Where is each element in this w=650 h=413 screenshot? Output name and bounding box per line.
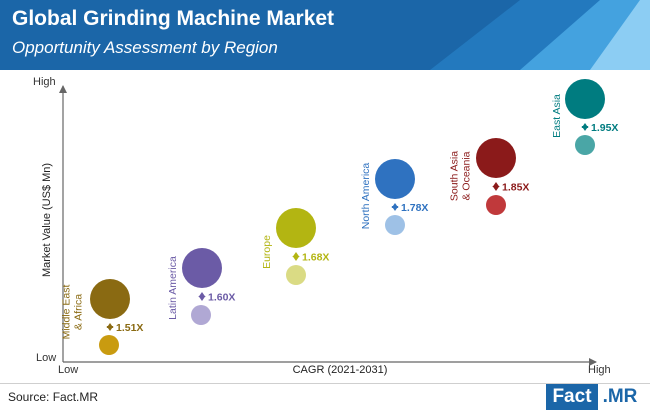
header-decoration: [430, 0, 650, 70]
region-label-line: Latin America: [167, 256, 179, 320]
bubble-series: 1.51X Middle East& Africa 1.60X Latin Ameri…: [61, 79, 618, 355]
bubble-chart: High Low Low High CAGR (2021-2031) Marke…: [33, 76, 618, 376]
multiplier-label: 1.51X: [116, 322, 143, 334]
page-title: Global Grinding Machine Market: [12, 7, 335, 30]
region-label: South Asia& Oceania: [449, 151, 473, 201]
bubble-large: [276, 208, 316, 248]
bubble-small: [575, 135, 595, 155]
bubble-group: 1.95X East Asia: [551, 79, 618, 155]
y-axis-title: Market Value (US$ Mn): [41, 163, 53, 277]
bubble-large: [182, 248, 222, 288]
region-label: Middle East& Africa: [61, 284, 85, 339]
arrow-head-down: [492, 186, 500, 191]
bubble-small: [99, 335, 119, 355]
region-label-line: Europe: [261, 235, 273, 269]
multiplier-label: 1.68X: [302, 252, 329, 264]
region-label-line: & Africa: [73, 294, 85, 330]
x-high-label: High: [588, 364, 611, 376]
multiplier-label: 1.95X: [591, 122, 618, 134]
header-banner: Global Grinding Machine Market Opportuni…: [0, 0, 650, 70]
x-axis-title: CAGR (2021-2031): [293, 364, 388, 376]
source-note: Source: Fact.MR: [8, 390, 99, 404]
region-label-line: & Oceania: [461, 151, 473, 200]
arrow-head-up: [292, 252, 300, 257]
bubble-large: [375, 159, 415, 199]
logo-mr-text: .MR: [602, 386, 638, 407]
arrow-head-up: [198, 292, 206, 297]
arrow-head-down: [292, 256, 300, 261]
bubble-large: [90, 279, 130, 319]
multiplier-label: 1.85X: [502, 182, 529, 194]
bubble-group: 1.51X Middle East& Africa: [61, 279, 143, 355]
bubble-small: [486, 195, 506, 215]
bubble-small: [385, 215, 405, 235]
y-low-label: Low: [36, 352, 56, 364]
page-subtitle: Opportunity Assessment by Region: [12, 38, 278, 57]
bubble-group: 1.85X South Asia& Oceania: [449, 138, 529, 215]
arrow-head-down: [391, 206, 399, 211]
arrow-head-down: [106, 326, 114, 331]
bubble-large: [565, 79, 605, 119]
multiplier-label: 1.60X: [208, 292, 235, 304]
region-label-line: Middle East: [61, 284, 73, 339]
region-label: East Asia: [551, 94, 563, 138]
arrow-head-up: [492, 182, 500, 187]
bubble-large: [476, 138, 516, 178]
region-label: Europe: [261, 235, 273, 269]
bubble-group: 1.60X Latin America: [167, 248, 235, 325]
arrow-head-down: [581, 126, 589, 131]
x-low-label: Low: [58, 364, 78, 376]
bubble-group: 1.78X North America: [360, 159, 428, 235]
bubble-group: 1.68X Europe: [261, 208, 329, 285]
region-label: North America: [360, 163, 372, 230]
bubble-small: [286, 265, 306, 285]
multiplier-label: 1.78X: [401, 202, 428, 214]
footer-divider: [0, 383, 650, 384]
logo-fact-text: Fact: [546, 384, 598, 410]
y-high-label: High: [33, 76, 56, 88]
region-label-line: North America: [360, 163, 372, 230]
arrow-head-down: [198, 296, 206, 301]
region-label-line: East Asia: [551, 94, 563, 138]
bubble-small: [191, 305, 211, 325]
region-label-line: South Asia: [449, 151, 461, 201]
region-label: Latin America: [167, 256, 179, 320]
